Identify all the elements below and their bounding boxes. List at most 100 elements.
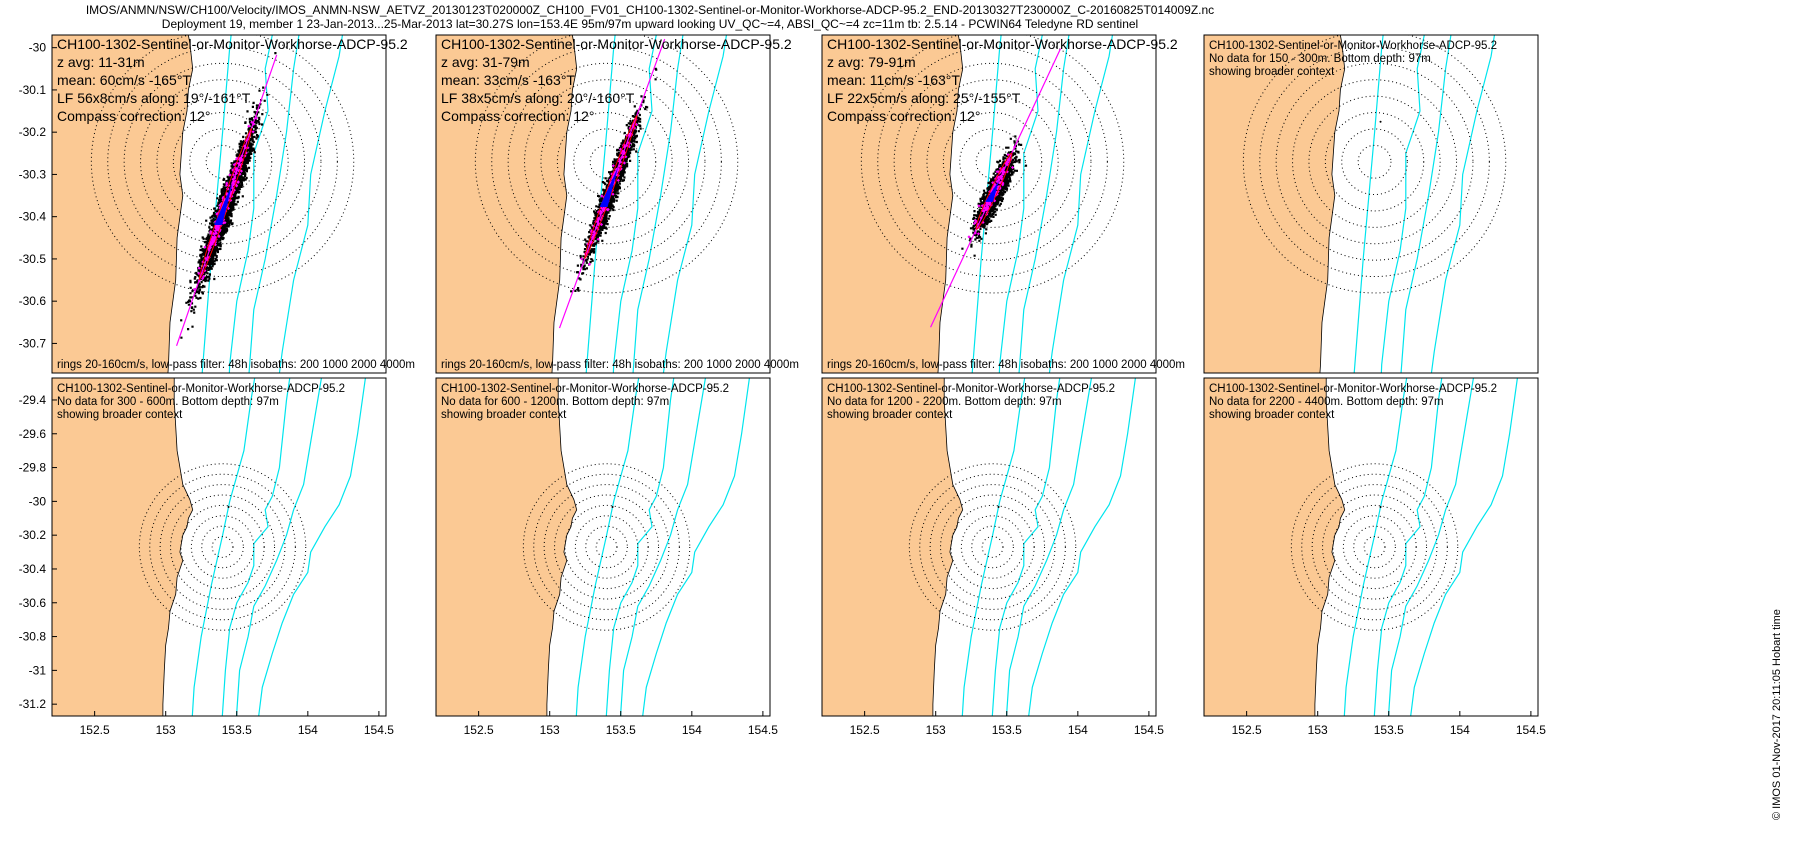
panel-text-line-3: showing broader context [1209, 66, 1335, 78]
axes-frame [51, 34, 387, 374]
panel-text-line-4: LF 38x5cm/s along: 20°/-160°T [441, 90, 635, 106]
velocity-ring-80 [950, 504, 1035, 590]
panel-text-line-3: showing broader context [1209, 409, 1335, 421]
panel-text-line-1: CH100-1302-Sentinel-or-Monitor-Workhorse… [57, 383, 345, 395]
velocity-ring-120 [1275, 62, 1474, 261]
panel-text-line-1: CH100-1302-Sentinel-or-Monitor-Workhorse… [827, 383, 1115, 395]
land-area [436, 378, 578, 716]
y-tick-label: -31.2 [19, 697, 47, 711]
velocity-ring-100 [140, 79, 306, 245]
x-tick-label: 153.5 [992, 723, 1022, 737]
isobath-line-3 [619, 378, 707, 716]
velocity-ring-100 [1322, 494, 1428, 600]
panel-text-line-2: z avg: 31-79m [441, 54, 530, 70]
chart-panel-5: CH100-1302-Sentinel-or-Monitor-Workhorse… [19, 377, 394, 737]
panel-text-line-1: CH100-1302-Sentinel-or-Monitor-Workhorse… [57, 36, 408, 52]
velocity-ring-40 [959, 128, 1026, 196]
isobath-line-1 [971, 35, 1002, 373]
y-tick-label: -30.7 [19, 336, 47, 350]
velocity-ring-160 [860, 35, 1125, 294]
land-area [52, 35, 194, 373]
x-tick-label: 154.5 [364, 723, 394, 737]
isobath-line-3 [1400, 35, 1452, 373]
isobath-line-1 [585, 35, 616, 373]
velocity-ring-40 [201, 525, 244, 569]
velocity-ring-160 [138, 463, 307, 631]
isobath-line-1 [961, 378, 1026, 716]
axes-frame [1203, 34, 1539, 374]
y-tick-label: -30.2 [19, 125, 47, 139]
x-tick-label: 152.5 [80, 723, 110, 737]
x-tick-label: 154.5 [1134, 723, 1164, 737]
x-tick-label: 154 [1450, 723, 1470, 737]
panel-text-line-3: mean: 11cm/s -163°T [827, 72, 960, 88]
chart-panel-3: CH100-1302-Sentinel-or-Monitor-Workhorse… [821, 34, 1185, 374]
mean-vector [214, 183, 233, 225]
plot-area [52, 35, 355, 373]
isobath-line-2 [1380, 35, 1425, 373]
velocity-ring-60 [190, 515, 255, 579]
panel-footer: rings 20-160cm/s, low-pass filter: 48h i… [57, 359, 415, 371]
velocity-ring-140 [491, 46, 722, 278]
velocity-ring-100 [554, 494, 660, 600]
velocity-ring-60 [1342, 515, 1407, 579]
x-tick-label: 153 [540, 723, 560, 737]
velocity-ring-160 [522, 463, 691, 631]
panel-text-line-2: No data for 2200 - 4400m. Bottom depth: … [1209, 396, 1444, 408]
panel-footer: rings 20-160cm/s, low-pass filter: 48h i… [827, 359, 1185, 371]
plot-area [822, 35, 1125, 373]
velocity-ring-120 [893, 62, 1092, 261]
mooring-point [997, 506, 1000, 508]
panel-text-line-3: showing broader context [441, 409, 567, 421]
plot-area [52, 378, 367, 716]
figure-title: IMOS/ANMN/NSW/CH100/Velocity/IMOS_ANMN-N… [0, 3, 1300, 31]
velocity-ring-140 [919, 473, 1066, 621]
velocity-ring-60 [574, 515, 639, 579]
panel-text-line-5: Compass correction: 12° [57, 108, 210, 124]
y-tick-label: -30 [29, 41, 47, 55]
isobath-line-4 [1028, 378, 1137, 716]
isobath-line-4 [1410, 378, 1519, 716]
lf-ellipse [584, 115, 638, 260]
velocity-ring-160 [908, 463, 1077, 631]
velocity-ring-120 [929, 484, 1056, 610]
lf-ellipse [975, 152, 1013, 230]
land-area [1204, 378, 1346, 716]
velocity-ring-20 [981, 536, 1004, 558]
isobath-line-4 [278, 35, 344, 373]
y-tick-label: -30.5 [19, 252, 47, 266]
y-tick-label: -30 [29, 494, 47, 508]
isobath-line-3 [248, 35, 300, 373]
velocity-ring-160 [1242, 35, 1507, 294]
chart-panel-1: CH100-1302-Sentinel-or-Monitor-Workhorse… [19, 34, 415, 374]
axes-frame [435, 377, 771, 717]
velocity-ring-60 [942, 112, 1043, 212]
panel-text-line-1: CH100-1302-Sentinel-or-Monitor-Workhorse… [441, 36, 792, 52]
velocity-ring-140 [1259, 46, 1490, 278]
y-tick-label: -29.8 [19, 461, 47, 475]
isobath-line-3 [235, 378, 323, 716]
velocity-ring-20 [1363, 536, 1386, 558]
plot-area [436, 378, 751, 716]
velocity-ring-40 [189, 128, 256, 196]
y-tick-label: -30.3 [19, 167, 47, 181]
y-tick-label: -30.6 [19, 596, 47, 610]
x-tick-label: 152.5 [1232, 723, 1262, 737]
panel-text-line-4: LF 56x8cm/s along: 19°/-161°T [57, 90, 251, 106]
x-tick-label: 153.5 [1374, 723, 1404, 737]
isobath-line-2 [612, 35, 657, 373]
velocity-ring-60 [556, 112, 657, 212]
velocity-ring-40 [585, 525, 628, 569]
velocity-ring-120 [1311, 484, 1438, 610]
velocity-ring-160 [1290, 463, 1459, 631]
isobath-line-4 [258, 378, 367, 716]
y-tick-label: -30.4 [19, 562, 47, 576]
velocity-ring-80 [1308, 95, 1441, 228]
velocity-ring-100 [170, 494, 276, 600]
x-tick-label: 154 [1068, 723, 1088, 737]
velocity-ring-40 [1341, 128, 1408, 196]
velocity-ring-120 [159, 484, 286, 610]
velocity-ring-100 [1292, 79, 1458, 245]
plot-area [1204, 35, 1507, 373]
